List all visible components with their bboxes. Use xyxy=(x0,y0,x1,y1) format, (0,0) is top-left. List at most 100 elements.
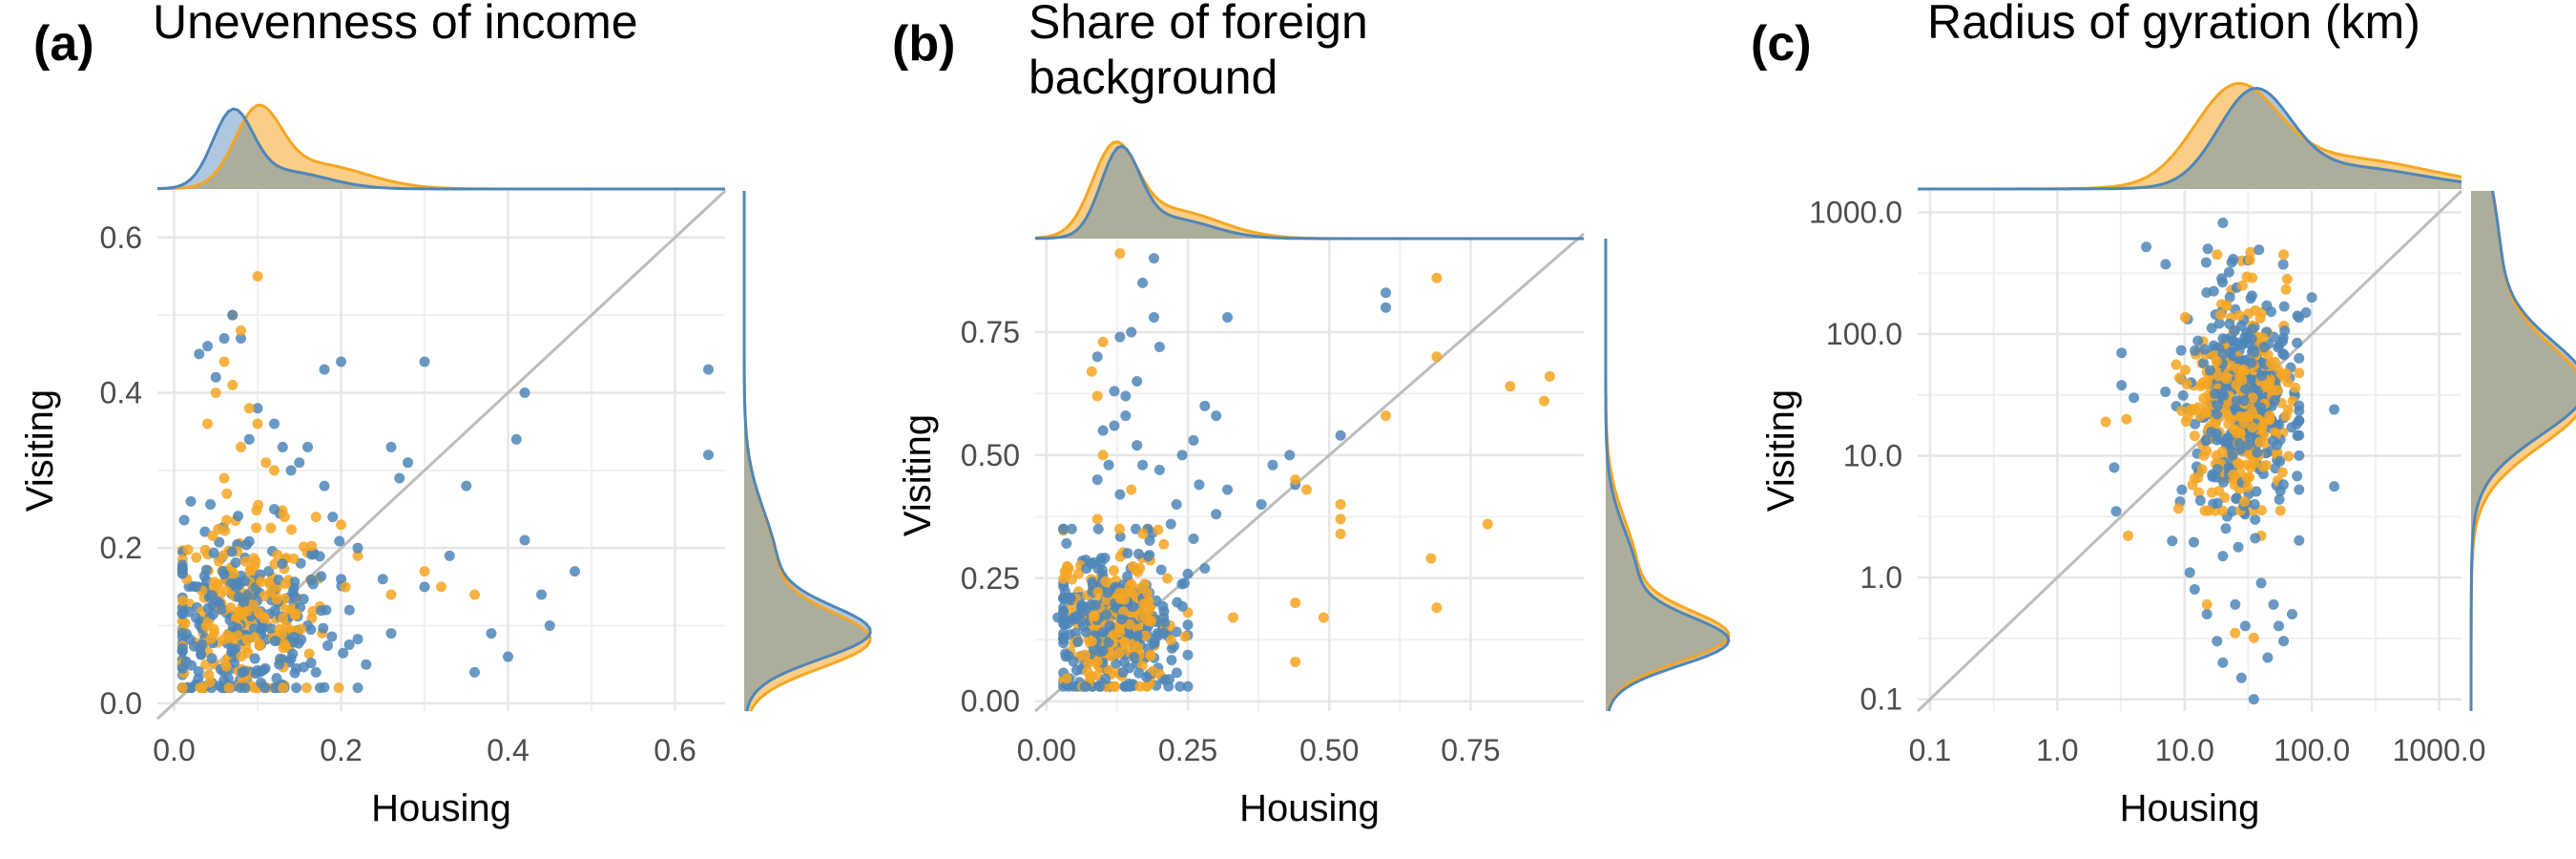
housing-point xyxy=(1539,395,1550,407)
visiting-point xyxy=(1060,651,1071,662)
visiting-point xyxy=(2212,636,2223,647)
housing-point xyxy=(2228,469,2239,480)
visiting-point xyxy=(310,666,322,678)
housing-point xyxy=(288,553,300,564)
visiting-point xyxy=(570,566,580,577)
visiting-point xyxy=(2206,323,2217,334)
visiting-point xyxy=(2217,657,2229,668)
housing-point xyxy=(241,605,253,617)
housing-point xyxy=(210,387,221,398)
visiting-point xyxy=(319,364,330,375)
visiting-point xyxy=(226,546,238,557)
housing-point xyxy=(1335,528,1346,539)
housing-point xyxy=(1431,351,1443,363)
visiting-point xyxy=(1066,523,1077,534)
visiting-point xyxy=(1103,637,1114,648)
panel-c: 0.1 1.0 10.0 100.0 1000.0 0.1 1.0 10.0 100.0 1000… xyxy=(1760,81,2576,829)
visiting-point xyxy=(1381,287,1392,299)
visiting-point xyxy=(1182,681,1194,692)
visiting-point xyxy=(269,636,280,647)
housing-point xyxy=(1073,568,1085,579)
visiting-point xyxy=(1256,498,1267,510)
x-tick-label: 1.0 xyxy=(2036,733,2078,767)
housing-point xyxy=(1301,484,1313,495)
visiting-point xyxy=(2110,506,2122,517)
visiting-point xyxy=(2294,430,2305,441)
housing-point xyxy=(2247,422,2258,433)
housing-point xyxy=(2121,413,2132,425)
visiting-point xyxy=(1164,674,1175,685)
housing-point xyxy=(2181,378,2192,389)
visiting-point xyxy=(2277,259,2289,270)
housing-point xyxy=(2250,304,2261,316)
visiting-point xyxy=(1284,450,1296,461)
visiting-point xyxy=(2177,389,2189,401)
visiting-point xyxy=(1111,659,1122,670)
visiting-point xyxy=(2160,259,2171,270)
visiting-point xyxy=(2247,324,2258,335)
visiting-point xyxy=(202,341,213,352)
housing-point xyxy=(2257,461,2269,472)
visiting-y-density-fill xyxy=(2471,191,2576,711)
housing-point xyxy=(2282,404,2294,415)
housing-point xyxy=(2199,505,2211,516)
visiting-point xyxy=(289,576,301,588)
visiting-point xyxy=(2212,434,2223,446)
visiting-point xyxy=(336,574,346,585)
panel-b: 0.00 0.25 0.50 0.75 0.00 0.25 0.50 0.75 Housing V… xyxy=(897,139,1731,829)
visiting-point xyxy=(2175,345,2187,356)
y-axis-label: Visiting xyxy=(897,414,939,536)
housing-point xyxy=(260,457,272,469)
housing-point xyxy=(251,522,262,534)
visiting-point xyxy=(703,450,714,461)
housing-point xyxy=(2200,408,2212,419)
y-tick-label: 0.4 xyxy=(100,375,142,409)
visiting-point xyxy=(2258,342,2270,353)
housing-point xyxy=(1138,578,1150,590)
housing-point xyxy=(2247,392,2258,404)
housing-point xyxy=(205,633,217,644)
visiting-x-density-fill xyxy=(1035,146,1584,239)
visiting-point xyxy=(1171,498,1182,510)
visiting-point xyxy=(1109,386,1120,397)
visiting-point xyxy=(208,547,219,558)
housing-point xyxy=(248,553,260,564)
visiting-point xyxy=(519,534,530,546)
visiting-point xyxy=(1132,630,1143,641)
housing-point xyxy=(2278,249,2290,261)
visiting-point xyxy=(1081,563,1092,575)
visiting-point xyxy=(1097,645,1109,657)
visiting-point xyxy=(2227,506,2238,517)
visiting-point xyxy=(263,565,275,576)
visiting-point xyxy=(461,480,472,492)
visiting-point xyxy=(2246,357,2257,368)
housing-point xyxy=(419,566,430,577)
housing-point xyxy=(1109,681,1120,692)
visiting-y-density-fill xyxy=(1606,239,1729,711)
visiting-x-density-line xyxy=(1035,144,1584,241)
housing-point xyxy=(2186,405,2197,416)
housing-point xyxy=(2211,355,2222,367)
housing-point xyxy=(247,599,259,611)
visiting-point xyxy=(269,504,280,515)
housing-point xyxy=(2221,373,2233,385)
visiting-point xyxy=(2217,551,2229,562)
visiting-point xyxy=(190,581,201,593)
visiting-point xyxy=(2292,337,2303,348)
visiting-point xyxy=(419,581,430,593)
housing-point xyxy=(299,541,310,553)
visiting-point xyxy=(334,535,345,547)
housing-point xyxy=(2180,415,2192,427)
visiting-point xyxy=(1211,410,1222,422)
visiting-x-density-line xyxy=(1918,86,2462,191)
visiting-point xyxy=(1122,571,1133,582)
visiting-point xyxy=(2292,310,2303,322)
visiting-point xyxy=(385,628,397,639)
housing-point xyxy=(1092,586,1104,597)
visiting-point xyxy=(1142,551,1153,562)
visiting-point xyxy=(1102,587,1113,598)
visiting-point xyxy=(1058,634,1070,645)
visiting-point xyxy=(2212,400,2223,411)
housing-point xyxy=(2215,309,2227,321)
housing-point xyxy=(278,682,289,694)
